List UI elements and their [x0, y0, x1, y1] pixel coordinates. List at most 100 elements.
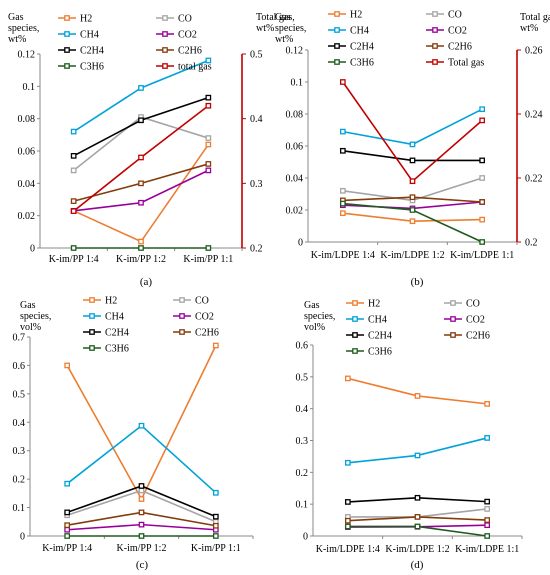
x-tick-label: K-im/LDPE 1:4	[316, 544, 380, 555]
y-tick-label: 0	[303, 532, 308, 543]
legend-label: C2H6	[195, 328, 219, 339]
y-tick-label: 0.5	[296, 372, 309, 383]
y-tick-label: 0.1	[291, 78, 304, 89]
y-axis-label: vol%	[304, 322, 325, 333]
y-tick-label: 0.1	[13, 503, 26, 514]
y-axis-label: Gas	[20, 300, 36, 311]
data-point-co	[205, 135, 212, 141]
data-point-ch4	[344, 459, 351, 466]
legend-label: CO	[195, 296, 209, 307]
legend-label: C3H6	[368, 347, 392, 358]
data-point-h2	[344, 375, 351, 382]
data-point-ch4	[205, 57, 212, 64]
y2-tick-label: 0.22	[525, 174, 543, 185]
series-line-ch4	[347, 437, 488, 464]
data-point-c2h6	[212, 522, 219, 529]
data-point-c2h4	[64, 509, 71, 516]
legend-item-c3h6: C3H6	[346, 347, 392, 358]
legend-label: C3H6	[350, 58, 374, 69]
legend-item-co2: CO2	[426, 26, 467, 37]
series-c2h6	[339, 194, 486, 205]
y-tick-label: 0.1	[296, 500, 309, 511]
legend-label: H2	[350, 10, 362, 21]
y-tick-label: 0.3	[13, 446, 26, 457]
series-c2h4	[64, 483, 219, 520]
data-point-c2h6	[138, 180, 144, 187]
data-point-c3h6	[479, 239, 486, 245]
data-point-c2h4	[212, 513, 219, 520]
legend-item-co2: CO2	[444, 315, 485, 326]
data-point-h2	[414, 393, 421, 399]
series-c2h6	[344, 514, 491, 524]
y2-axis-label: wt%	[520, 23, 538, 34]
legend-item-co: CO	[426, 10, 462, 21]
legend-label: CO	[178, 14, 192, 25]
series-c2h6	[64, 509, 219, 529]
data-point-h2	[484, 401, 491, 407]
legend-label: H2	[105, 296, 117, 307]
legend-label: total gas	[178, 62, 212, 73]
legend-item-ch4: CH4	[58, 30, 99, 41]
data-point-co2	[205, 167, 212, 174]
legend-label: Total gas	[448, 58, 484, 69]
legend-swatch-marker	[89, 297, 95, 303]
panel-label: (a)	[140, 276, 153, 288]
series-c3h6	[339, 200, 486, 245]
x-tick-label: K-im/LDPE 1:2	[380, 250, 444, 261]
legend-label: CH4	[368, 315, 387, 326]
data-point-c2h6	[205, 161, 212, 167]
data-point-co2	[138, 199, 144, 206]
series-h2	[344, 375, 491, 407]
legend-label: CH4	[80, 30, 99, 41]
y-axis-label: vol%	[20, 322, 41, 333]
legend-item-c2h4: C2H4	[328, 42, 374, 53]
panel-label: (c)	[136, 559, 149, 571]
series-c3h6	[344, 523, 491, 539]
data-point-c2h4	[409, 157, 416, 164]
y-tick-label: 0	[20, 532, 25, 543]
legend-item-total: total gas	[156, 62, 212, 73]
data-point-total	[409, 178, 416, 185]
data-point-c2h6	[409, 194, 416, 201]
legend-swatch-marker	[64, 63, 70, 69]
series-ch4	[339, 106, 486, 148]
legend-item-h2: H2	[83, 296, 117, 307]
legend-swatch-marker	[162, 63, 168, 69]
data-point-total	[70, 208, 77, 214]
legend-swatch-marker	[334, 43, 340, 49]
series-c2h4	[339, 147, 486, 164]
legend-item-ch4: CH4	[328, 26, 369, 37]
legend-swatch-marker	[64, 47, 70, 53]
series-c2h4	[344, 494, 491, 505]
legend-label: C2H6	[466, 331, 490, 342]
y2-tick-label: 0.2	[525, 238, 538, 249]
data-point-ch4	[64, 480, 71, 487]
legend-swatch-marker	[432, 27, 438, 33]
data-point-c2h6	[414, 514, 421, 520]
series-line-total	[342, 81, 483, 183]
series-co2	[70, 167, 212, 214]
y2-tick-label: 0.26	[525, 46, 543, 57]
data-point-ch4	[138, 422, 145, 429]
data-point-co	[484, 506, 491, 512]
legend-label: CO2	[448, 26, 467, 37]
legend-label: H2	[80, 14, 92, 25]
data-point-c3h6	[138, 245, 144, 251]
legend-swatch-marker	[432, 59, 438, 65]
legend-item-c2h4: C2H4	[83, 328, 129, 339]
series-ch4	[344, 435, 491, 466]
data-point-c2h6	[70, 198, 77, 204]
series-co	[70, 114, 212, 174]
y-tick-label: 0.6	[13, 361, 26, 372]
y-tick-label: 0.08	[18, 114, 36, 125]
legend-swatch-marker	[334, 11, 340, 17]
panel-label: (d)	[411, 559, 424, 571]
y-tick-label: 0	[30, 244, 35, 255]
series-line-ch4	[66, 424, 217, 494]
data-point-co2	[484, 522, 491, 529]
legend-item-ch4: CH4	[346, 315, 387, 326]
data-point-c3h6	[138, 533, 145, 539]
y-tick-label: 0.4	[296, 404, 309, 415]
